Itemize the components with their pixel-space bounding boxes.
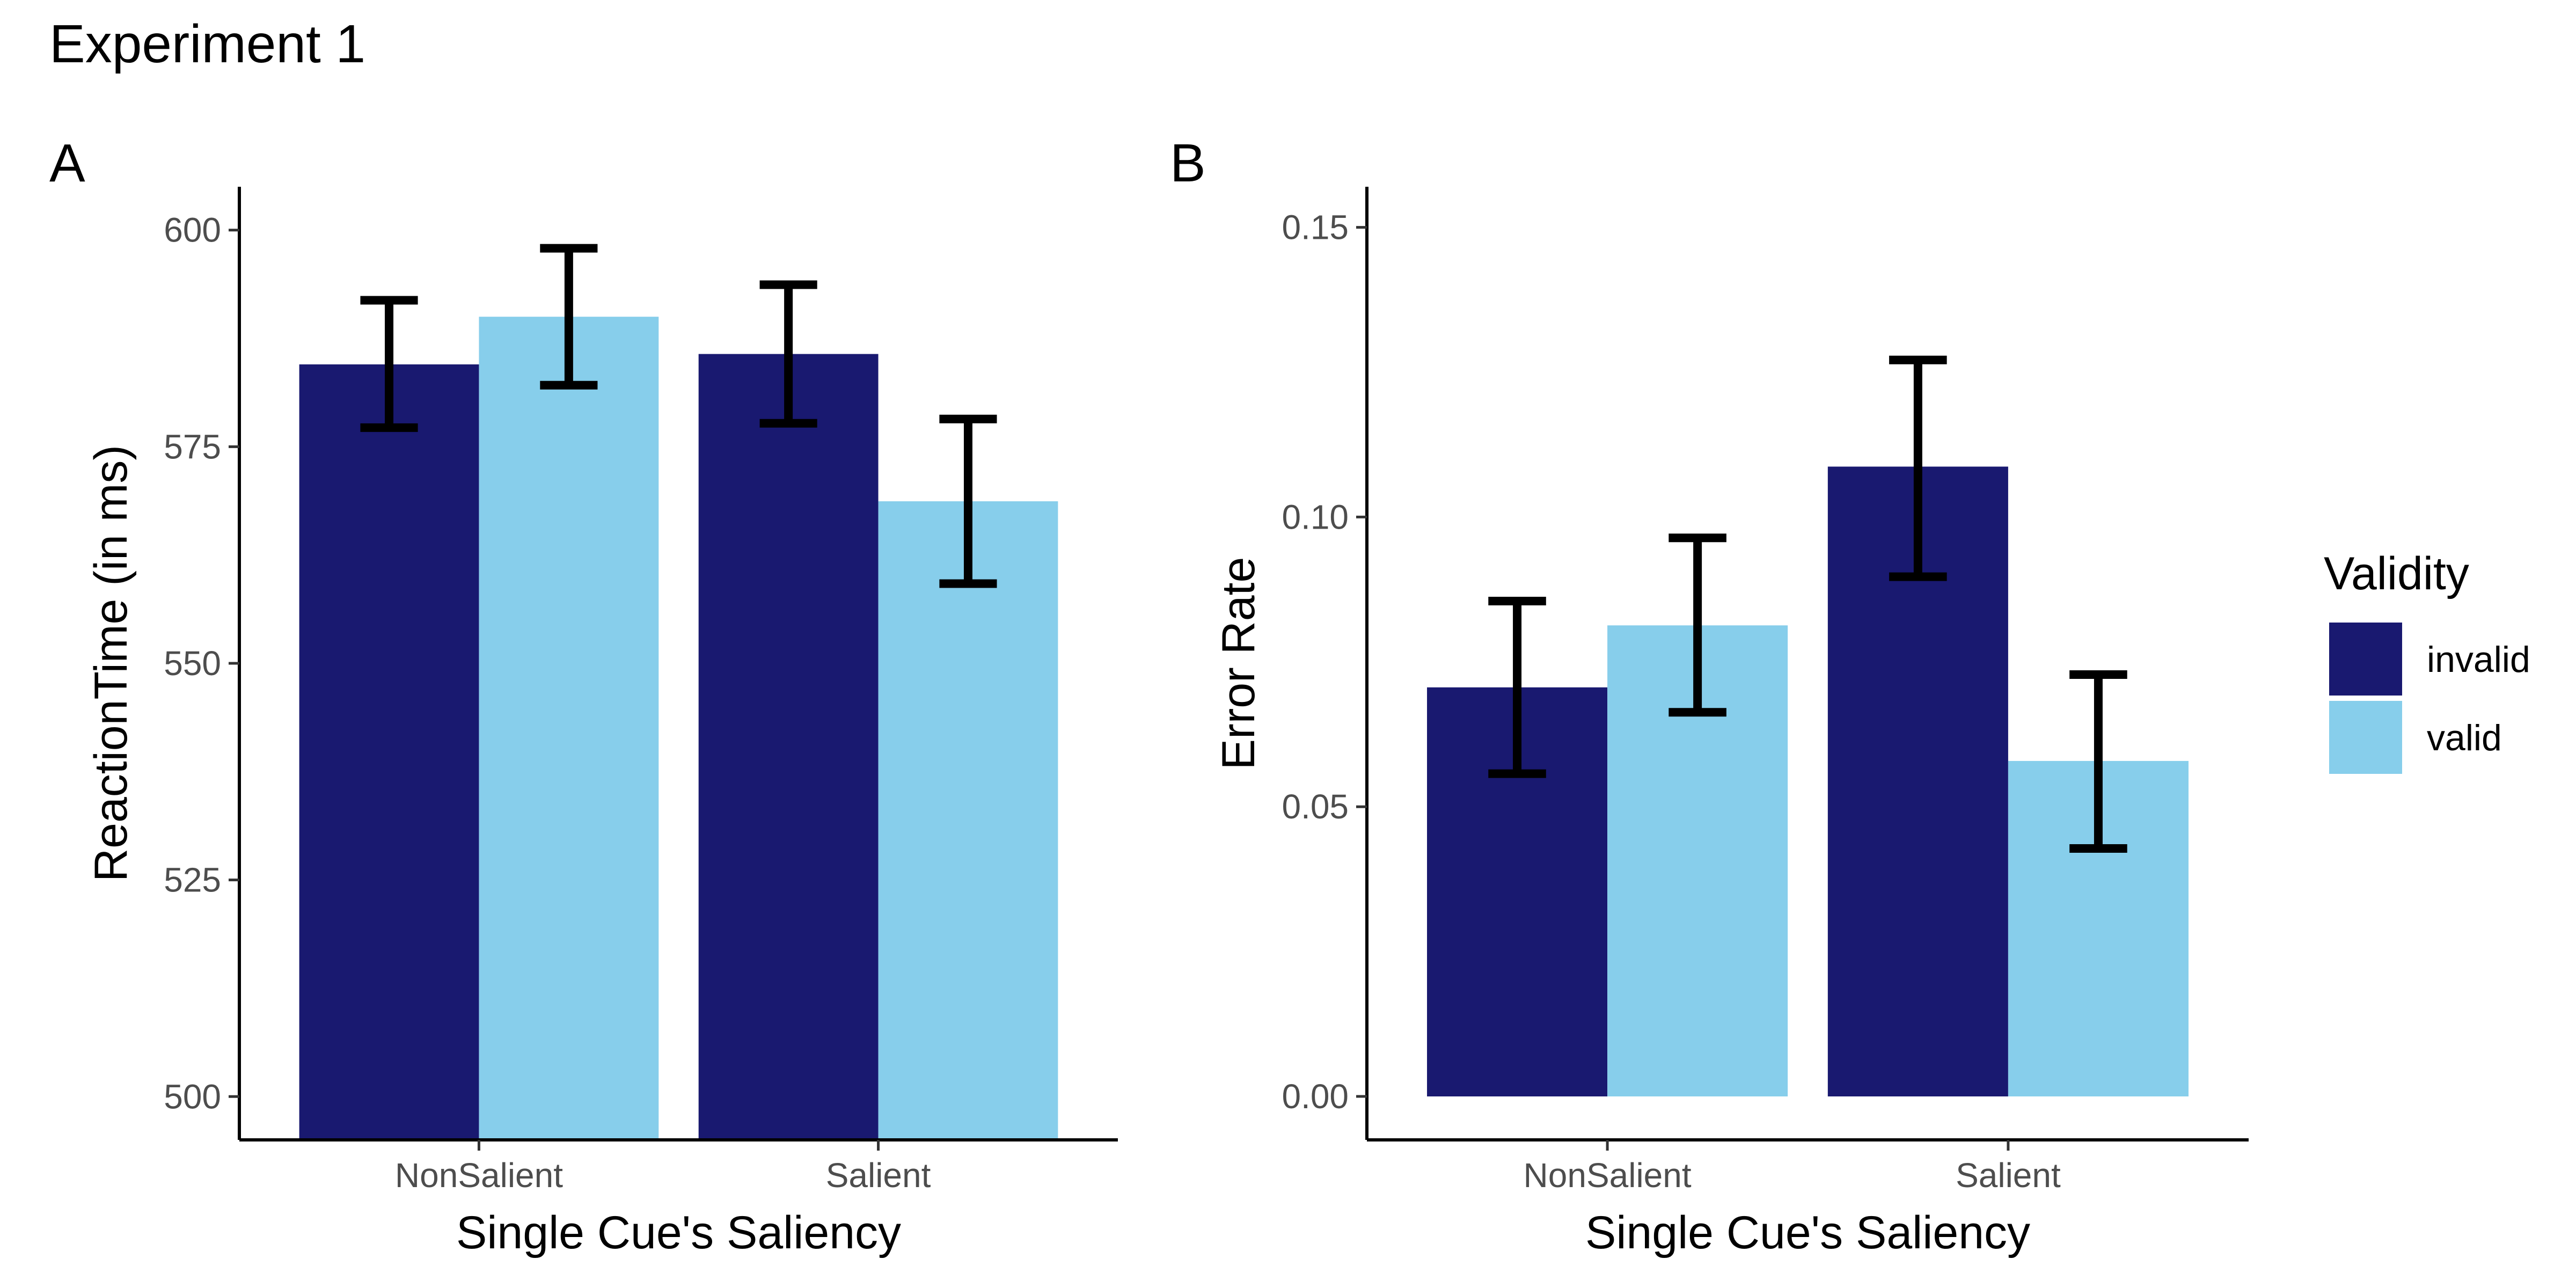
bar-invalid-nonsalient xyxy=(299,364,479,1140)
panel-a-reaction-time-chart: A 500 525 550 575 600 NonSalient Salient Single … xyxy=(49,133,1118,1258)
error-bar-invalid-nonsalient xyxy=(1488,596,1546,778)
y-tick-label: 500 xyxy=(164,1077,221,1116)
x-axis-title: Single Cue's Saliency xyxy=(456,1207,901,1258)
y-tick-label: 575 xyxy=(164,427,221,466)
y-tick-label: 0.00 xyxy=(1282,1077,1349,1116)
error-bar-valid-salient xyxy=(2069,670,2127,853)
bar-valid-nonsalient xyxy=(479,317,659,1140)
bar-invalid-salient xyxy=(698,354,879,1140)
error-bar-valid-nonsalient xyxy=(540,244,598,390)
y-tick-label: 0.15 xyxy=(1282,208,1349,247)
error-bar-valid-nonsalient xyxy=(1668,533,1726,717)
y-tick-label: 600 xyxy=(164,211,221,250)
panel-tag: A xyxy=(49,133,85,193)
bar-valid-salient xyxy=(878,501,1058,1140)
panel-tag: B xyxy=(1170,133,1206,193)
x-tick-label: Salient xyxy=(1956,1156,2061,1195)
y-tick-label: 525 xyxy=(164,861,221,899)
legend-title: Validity xyxy=(2324,548,2469,599)
y-axis-title: Error Rate xyxy=(1213,557,1264,770)
legend-label-invalid: invalid xyxy=(2427,639,2530,680)
y-axis-title: ReactionTime (in ms) xyxy=(85,445,137,882)
x-tick-label: NonSalient xyxy=(1524,1156,1692,1195)
validity-legend: Validity invalid valid xyxy=(2324,548,2530,774)
y-tick-label: 0.10 xyxy=(1282,497,1349,536)
x-tick-label: Salient xyxy=(826,1156,931,1195)
error-bar-invalid-salient xyxy=(759,280,817,428)
panel-b-error-rate-chart: B 0.00 0.05 0.10 0.15 NonSalient Salient Single… xyxy=(1170,133,2249,1258)
y-tick-label: 550 xyxy=(164,644,221,683)
y-tick-label: 0.05 xyxy=(1282,787,1349,826)
error-bar-invalid-nonsalient xyxy=(360,296,418,432)
error-bar-valid-salient xyxy=(939,414,997,588)
figure-title: Experiment 1 xyxy=(49,14,366,74)
x-axis-title: Single Cue's Saliency xyxy=(1585,1207,2030,1258)
legend-swatch-valid xyxy=(2329,701,2402,774)
x-tick-label: NonSalient xyxy=(395,1156,563,1195)
error-bar-invalid-salient xyxy=(1889,355,1947,581)
legend-swatch-invalid xyxy=(2329,623,2402,696)
legend-label-valid: valid xyxy=(2427,718,2502,758)
